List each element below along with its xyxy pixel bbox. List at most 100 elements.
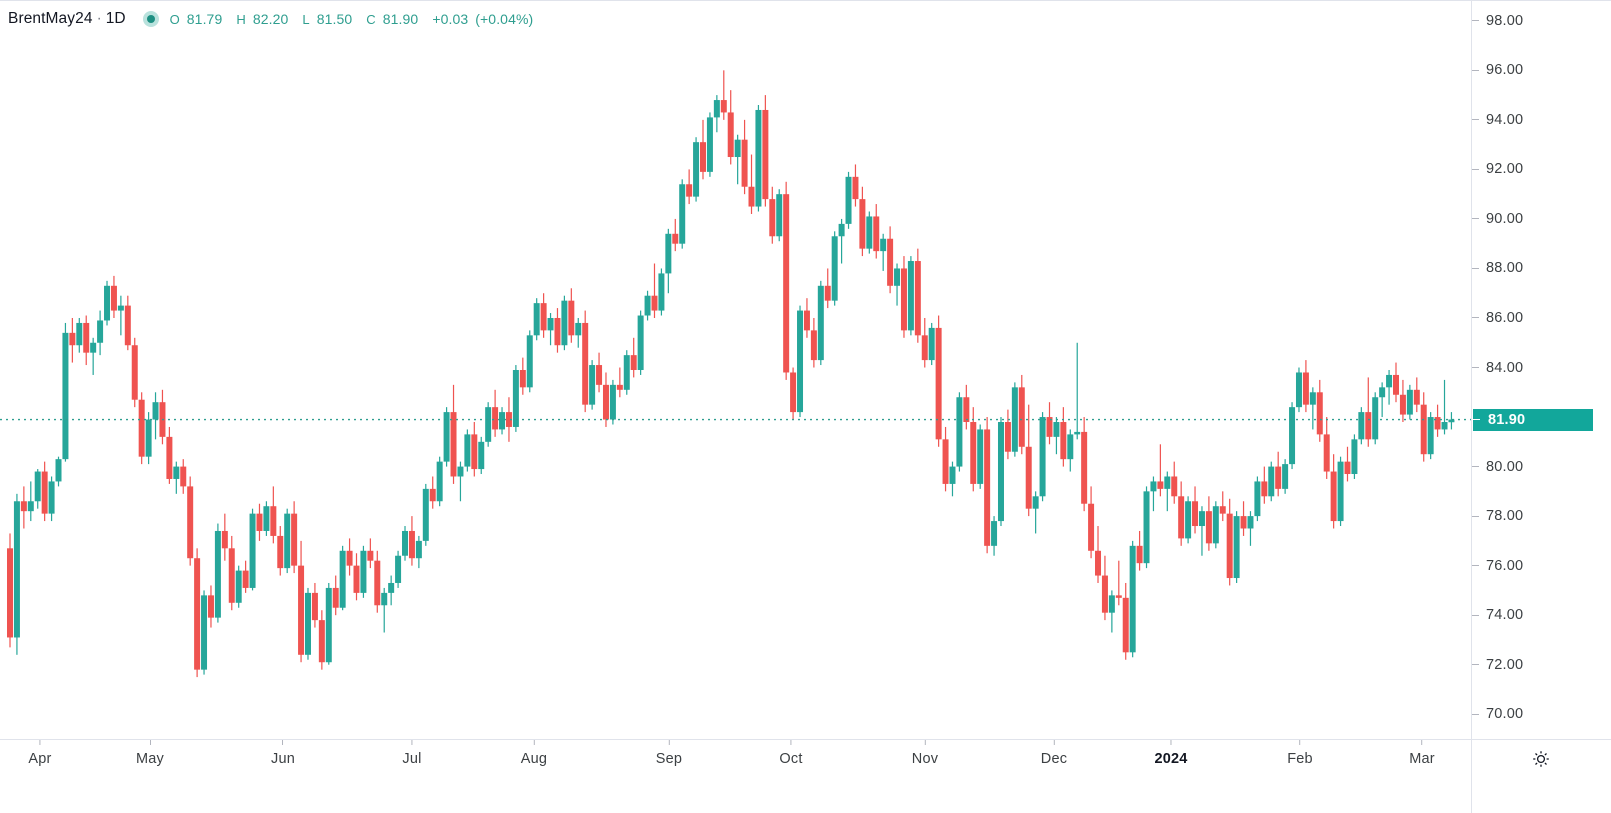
price-tick-label: 96.00 — [1486, 62, 1524, 79]
ohlc-high-label: H — [236, 12, 246, 27]
legend-separator: · — [96, 10, 102, 27]
price-tick: 84.00 — [1472, 359, 1523, 377]
time-tick-2024: 2024 — [1154, 740, 1187, 767]
price-tick-dash — [1472, 515, 1479, 517]
time-tick-label: 2024 — [1154, 751, 1188, 767]
ohlc-open-value: 81.79 — [186, 11, 223, 27]
chart-plot-area[interactable] — [0, 1, 1471, 739]
circle-dot-icon[interactable] — [140, 8, 162, 30]
ohlc-low-label: L — [302, 12, 310, 27]
price-tick-dash — [1472, 218, 1479, 220]
price-tick-label: 98.00 — [1486, 12, 1524, 29]
time-tick-label: Aug — [520, 751, 548, 767]
time-tick-label: Mar — [1409, 751, 1435, 767]
ohlc-close-label: C — [366, 12, 376, 27]
price-tick: 94.00 — [1472, 111, 1523, 129]
price-tick: 80.00 — [1472, 458, 1523, 476]
ohlc-change: +0.03 — [432, 11, 469, 27]
time-tick-line — [1299, 740, 1301, 745]
price-tick-label: 70.00 — [1486, 706, 1524, 723]
time-tick-label: Feb — [1287, 751, 1313, 767]
price-tick-label: 72.00 — [1486, 656, 1524, 673]
ohlc-low: L 81.50 — [302, 11, 359, 27]
time-tick-may: May — [136, 740, 164, 767]
price-scale[interactable]: 98.00 96.00 94.00 92.00 90.00 88.00 86.00 84.00… — [1471, 1, 1611, 739]
time-tick-mar: Mar — [1409, 740, 1435, 767]
price-tick-dash — [1472, 69, 1479, 71]
time-tick-line — [668, 740, 670, 745]
time-tick-sep: Sep — [656, 740, 682, 767]
chart-legend: BrentMay24 · 1D O 81.79 H 82.20 L 81.50 C 81… — [8, 8, 540, 30]
price-tick-dash — [1472, 20, 1479, 22]
price-tick: 86.00 — [1472, 309, 1523, 327]
price-tick-dash — [1472, 565, 1479, 567]
time-tick-aug: Aug — [521, 740, 547, 767]
price-badge-dash — [1473, 418, 1480, 420]
time-tick-oct: Oct — [779, 740, 802, 767]
time-tick-dec: Dec — [1041, 740, 1067, 767]
circle-dot-core — [146, 15, 155, 23]
time-scale[interactable]: Apr May Jun Jul Aug Sep Oct Nov Dec 2024 Feb Mar — [0, 739, 1611, 813]
price-tick-label: 90.00 — [1486, 210, 1524, 227]
time-tick-line — [149, 740, 151, 745]
current-price-label: 81.90 — [1488, 411, 1526, 428]
price-tick-dash — [1472, 367, 1479, 369]
time-tick-label: Jun — [271, 751, 295, 767]
ohlc-open-label: O — [169, 12, 180, 27]
time-tick-line — [790, 740, 792, 745]
time-tick-label: Oct — [779, 751, 803, 767]
price-tick-label: 84.00 — [1486, 359, 1524, 376]
time-tick-label: Sep — [655, 751, 683, 767]
price-tick-dash — [1472, 168, 1479, 170]
price-tick: 96.00 — [1472, 61, 1523, 79]
ohlc-high-value: 82.20 — [252, 11, 289, 27]
symbol-name[interactable]: BrentMay24 — [8, 10, 93, 27]
ohlc-low-value: 81.50 — [316, 11, 353, 27]
ohlc-change-percent: (+0.04%) — [475, 11, 534, 27]
time-tick-line — [1053, 740, 1055, 745]
candlestick-series — [0, 70, 1471, 678]
time-tick-label: May — [136, 751, 164, 767]
time-tick-apr: Apr — [28, 740, 51, 767]
price-tick-dash — [1472, 614, 1479, 616]
time-tick-label: Dec — [1040, 751, 1068, 767]
price-tick: 88.00 — [1472, 259, 1523, 277]
top-divider — [0, 0, 1611, 1]
time-tick-line — [1170, 740, 1172, 745]
price-tick-dash — [1472, 664, 1479, 666]
interval-label[interactable]: 1D — [105, 10, 126, 27]
ohlc-close: C 81.90 — [366, 11, 425, 27]
price-tick-label: 74.00 — [1486, 607, 1524, 624]
price-tick: 92.00 — [1472, 160, 1523, 178]
ohlc-open: O 81.79 — [170, 11, 230, 27]
price-tick-dash — [1472, 267, 1479, 269]
time-tick-label: Apr — [28, 751, 52, 767]
price-tick-label: 94.00 — [1486, 111, 1524, 128]
price-tick: 90.00 — [1472, 210, 1523, 228]
price-tick-dash — [1472, 317, 1479, 319]
time-tick-line — [1421, 740, 1423, 745]
time-tick-jul: Jul — [402, 740, 421, 767]
gear-icon[interactable] — [1530, 748, 1552, 770]
ohlc-values: O 81.79 H 82.20 L 81.50 C 81.90 +0.03 (+0.04… — [170, 11, 541, 27]
price-tick-dash — [1472, 466, 1479, 468]
price-tick: 74.00 — [1472, 606, 1523, 624]
price-tick-dash — [1472, 713, 1479, 715]
price-tick: 72.00 — [1472, 656, 1523, 674]
price-tick-dash — [1472, 119, 1479, 121]
time-tick-label: Nov — [911, 751, 939, 767]
time-tick-label: Jul — [402, 751, 422, 767]
price-tick-label: 78.00 — [1486, 508, 1524, 525]
time-tick-jun: Jun — [271, 740, 295, 767]
price-tick: 78.00 — [1472, 507, 1523, 525]
time-tick-line — [39, 740, 41, 745]
price-tick-label: 88.00 — [1486, 260, 1524, 277]
price-tick-label: 86.00 — [1486, 309, 1524, 326]
price-tick-label: 76.00 — [1486, 557, 1524, 574]
price-tick: 98.00 — [1472, 12, 1523, 30]
price-tick: 76.00 — [1472, 557, 1523, 575]
time-tick-nov: Nov — [912, 740, 938, 767]
ohlc-close-value: 81.90 — [382, 11, 419, 27]
current-price-badge[interactable]: 81.90 — [1473, 408, 1593, 431]
